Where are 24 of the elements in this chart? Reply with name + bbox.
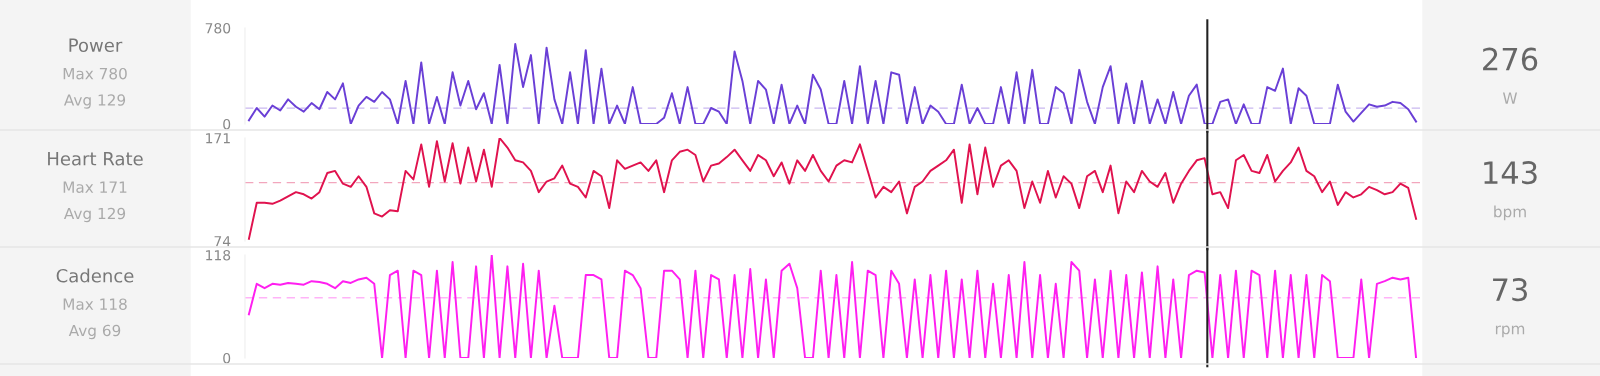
text: Max 780 <box>63 67 127 80</box>
y-tick-label: 0 <box>223 352 231 364</box>
text: W <box>1502 92 1518 104</box>
line-series <box>247 138 1418 240</box>
y-tick-label: 171 <box>206 133 230 144</box>
text: 143 <box>1484 161 1537 185</box>
text: Avg 129 <box>63 207 126 223</box>
text: Avg 129 <box>63 94 126 109</box>
y-tick-label: 0 <box>223 118 231 130</box>
y-tick-label: 74 <box>214 236 231 247</box>
y-tick-label: 118 <box>206 249 231 261</box>
text: Max 118 <box>63 298 127 310</box>
text: 276 <box>1483 47 1538 71</box>
text: Cadence <box>56 268 134 283</box>
y-tick-label: 780 <box>205 22 231 34</box>
text: 73 <box>1493 278 1527 302</box>
text: rpm <box>1495 325 1525 338</box>
line-series <box>247 43 1418 124</box>
text: bpm <box>1494 205 1526 221</box>
text: Avg 69 <box>68 324 121 340</box>
line-series <box>247 255 1418 358</box>
text: Max 171 <box>63 181 127 193</box>
text: Power <box>69 38 123 53</box>
text: Heart Rate <box>48 152 143 166</box>
